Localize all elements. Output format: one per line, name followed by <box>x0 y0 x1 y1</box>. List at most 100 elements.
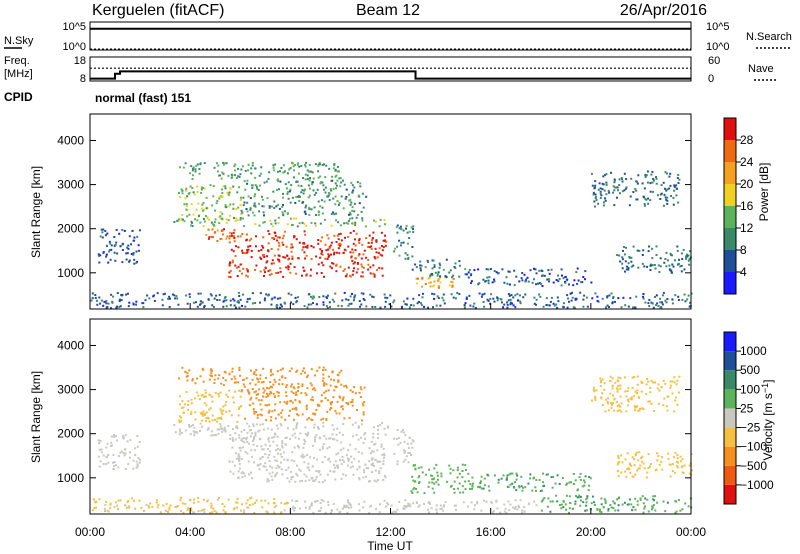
data-cell <box>586 509 588 512</box>
data-cell <box>356 409 358 411</box>
power-colorbar-segment <box>724 206 736 228</box>
data-cell <box>617 475 620 478</box>
data-cell <box>213 306 215 308</box>
data-cell <box>149 502 152 505</box>
data-cell <box>270 419 272 422</box>
data-cell <box>260 249 263 251</box>
data-cell <box>437 478 439 481</box>
data-cell <box>364 464 367 467</box>
data-cell <box>223 426 226 429</box>
data-cell <box>557 300 560 303</box>
data-cell <box>213 166 216 169</box>
data-cell <box>341 399 344 402</box>
data-cell <box>650 301 653 304</box>
data-cell <box>523 510 526 513</box>
data-cell <box>508 294 511 297</box>
data-cell <box>628 256 631 258</box>
data-cell <box>314 224 317 227</box>
data-cell <box>622 296 625 299</box>
data-cell <box>117 507 119 510</box>
data-cell <box>350 302 353 305</box>
data-cell <box>487 299 490 302</box>
data-cell <box>242 383 245 386</box>
data-cell <box>629 297 632 300</box>
data-cell <box>94 501 97 504</box>
data-cell <box>333 300 336 303</box>
data-cell <box>238 467 241 470</box>
data-cell <box>651 505 654 508</box>
data-cell <box>478 282 481 285</box>
data-cell <box>353 186 356 189</box>
data-cell <box>178 192 180 194</box>
data-cell <box>454 267 457 269</box>
data-cell <box>630 503 633 506</box>
data-cell <box>273 511 276 514</box>
data-cell <box>278 465 281 468</box>
data-cell <box>327 253 330 256</box>
radar-title: Kerguelen (fitACF) <box>92 2 225 19</box>
data-cell <box>362 411 365 414</box>
data-cell <box>193 426 196 429</box>
data-cell <box>453 491 456 494</box>
data-cell <box>550 476 553 479</box>
data-cell <box>634 454 637 457</box>
data-cell <box>297 445 300 448</box>
data-cell <box>354 392 357 395</box>
data-cell <box>272 262 275 265</box>
data-cell <box>503 503 506 506</box>
data-cell <box>442 268 445 271</box>
data-cell <box>192 191 195 194</box>
data-cell <box>264 465 267 468</box>
power-colorbar-segment <box>724 272 736 294</box>
data-cell <box>102 251 105 254</box>
data-cell <box>109 503 112 506</box>
data-cell <box>549 510 552 513</box>
data-cell <box>372 462 374 465</box>
data-cell <box>361 192 364 195</box>
data-cell <box>265 293 268 296</box>
data-cell <box>599 187 602 190</box>
data-cell <box>578 494 581 497</box>
data-cell <box>345 504 348 507</box>
data-cell <box>627 404 630 407</box>
data-cell <box>228 191 231 194</box>
data-cell <box>662 500 665 503</box>
data-cell <box>495 271 498 274</box>
data-cell <box>505 478 508 481</box>
data-cell <box>419 264 422 267</box>
data-cell <box>308 507 311 510</box>
data-cell <box>347 298 350 301</box>
data-cell <box>516 474 519 477</box>
data-cell <box>490 501 493 504</box>
data-cell <box>250 172 253 175</box>
data-cell <box>298 401 301 404</box>
data-cell <box>491 281 494 284</box>
data-cell <box>335 264 338 267</box>
mode-label: normal (fast) 151 <box>95 91 191 105</box>
data-cell <box>216 299 219 301</box>
data-cell <box>636 503 639 506</box>
data-cell <box>408 237 411 239</box>
data-cell <box>264 499 267 502</box>
data-cell <box>246 389 249 391</box>
data-cell <box>329 306 331 308</box>
data-cell <box>235 306 237 309</box>
data-cell <box>349 295 352 298</box>
data-cell <box>229 262 232 264</box>
data-cell <box>356 214 359 216</box>
data-cell <box>319 175 322 178</box>
data-cell <box>470 282 472 285</box>
data-cell <box>332 167 335 170</box>
data-cell <box>430 474 432 477</box>
data-cell <box>187 400 190 403</box>
data-cell <box>464 268 467 271</box>
data-cell <box>253 410 256 413</box>
data-cell <box>354 421 357 424</box>
data-cell <box>213 297 216 300</box>
data-cell <box>233 464 236 467</box>
data-cell <box>251 184 254 187</box>
data-cell <box>105 255 108 258</box>
data-cell <box>424 283 427 285</box>
data-cell <box>673 456 676 459</box>
data-cell <box>248 425 251 428</box>
